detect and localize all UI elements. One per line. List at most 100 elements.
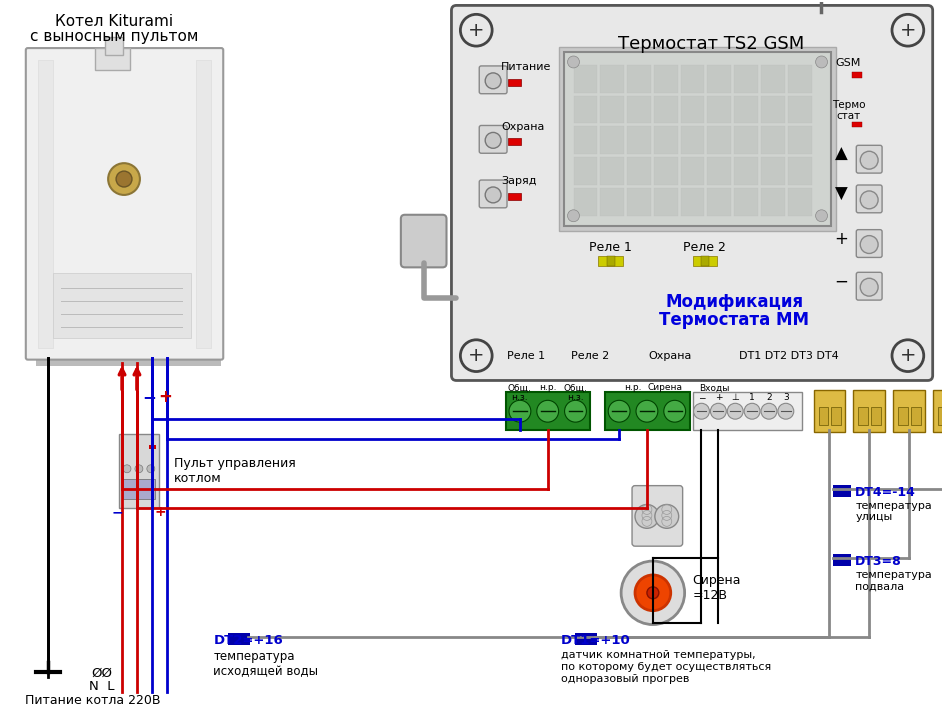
Bar — [735, 188, 758, 216]
Bar — [564, 52, 831, 226]
Circle shape — [778, 404, 793, 419]
Bar — [627, 188, 651, 216]
Circle shape — [135, 465, 143, 473]
Bar — [735, 96, 758, 123]
Bar — [573, 188, 597, 216]
Bar — [735, 65, 758, 93]
Bar — [693, 392, 802, 430]
Circle shape — [568, 56, 580, 68]
Text: DT3=8: DT3=8 — [855, 555, 902, 568]
Circle shape — [711, 404, 726, 419]
Text: температура
подвала: температура подвала — [855, 570, 932, 592]
Circle shape — [460, 340, 493, 371]
Text: Термо
стат: Термо стат — [831, 100, 865, 121]
Circle shape — [892, 14, 923, 46]
Text: DT2=+16: DT2=+16 — [214, 635, 283, 647]
Circle shape — [761, 404, 777, 419]
Bar — [893, 391, 924, 432]
Bar — [852, 72, 863, 78]
Bar — [819, 407, 828, 425]
Text: Модификация: Модификация — [665, 293, 803, 311]
Bar — [575, 633, 597, 645]
Bar — [898, 407, 908, 425]
Circle shape — [635, 505, 659, 528]
Bar — [38, 60, 52, 348]
Bar — [105, 37, 123, 55]
Bar — [627, 96, 651, 123]
Bar — [788, 126, 811, 154]
Text: −: − — [698, 394, 705, 402]
Text: ▲: ▲ — [835, 145, 847, 163]
Circle shape — [485, 133, 501, 148]
Circle shape — [568, 210, 580, 222]
Bar — [761, 188, 785, 216]
Bar — [654, 96, 678, 123]
Bar — [601, 96, 624, 123]
Bar — [833, 485, 851, 496]
Bar — [627, 126, 651, 154]
Circle shape — [608, 400, 630, 422]
Bar — [707, 188, 732, 216]
Bar — [735, 158, 758, 185]
Circle shape — [694, 404, 710, 419]
Text: +: + — [468, 21, 485, 40]
Bar — [508, 138, 521, 145]
Circle shape — [537, 400, 559, 422]
Bar — [761, 96, 785, 123]
Bar — [707, 126, 732, 154]
Text: Реле 1: Реле 1 — [507, 351, 545, 361]
Text: −: − — [111, 506, 122, 519]
Circle shape — [860, 278, 878, 296]
Circle shape — [485, 187, 501, 203]
Bar — [871, 407, 881, 425]
Text: +: + — [900, 21, 916, 40]
Circle shape — [727, 404, 743, 419]
Text: +: + — [900, 347, 916, 365]
Bar — [707, 158, 732, 185]
Text: +: + — [834, 230, 848, 247]
Text: +: + — [158, 389, 172, 406]
Bar — [123, 478, 155, 498]
Bar — [788, 188, 811, 216]
Bar — [852, 121, 863, 128]
FancyBboxPatch shape — [479, 66, 507, 93]
Text: DT1=+10: DT1=+10 — [561, 635, 630, 647]
Bar — [654, 158, 678, 185]
Bar — [601, 158, 624, 185]
Circle shape — [663, 400, 685, 422]
FancyBboxPatch shape — [479, 180, 507, 207]
Text: Термостат TS2 GSM: Термостат TS2 GSM — [619, 35, 805, 53]
Bar — [833, 554, 851, 566]
FancyBboxPatch shape — [26, 48, 223, 359]
Circle shape — [147, 465, 155, 473]
FancyBboxPatch shape — [856, 145, 882, 173]
Circle shape — [647, 587, 659, 599]
Bar — [598, 257, 623, 267]
Bar — [788, 96, 811, 123]
Bar — [693, 257, 717, 267]
Bar — [506, 392, 590, 430]
Text: Охрана: Охрана — [648, 351, 692, 361]
Circle shape — [635, 575, 671, 610]
Text: н.з.: н.з. — [568, 394, 584, 402]
Bar — [601, 188, 624, 216]
Circle shape — [485, 73, 501, 88]
Text: Питание котла 220В: Питание котла 220В — [25, 694, 160, 707]
Bar — [761, 158, 785, 185]
Bar — [573, 65, 597, 93]
Bar — [601, 126, 624, 154]
Text: 1: 1 — [749, 394, 755, 402]
Text: температура
улицы: температура улицы — [855, 501, 932, 522]
Bar — [788, 65, 811, 93]
Bar — [607, 257, 615, 267]
Circle shape — [655, 505, 679, 528]
Bar — [627, 158, 651, 185]
Bar — [627, 65, 651, 93]
Text: Сирена: Сирена — [647, 384, 682, 392]
Circle shape — [744, 404, 760, 419]
Bar — [761, 65, 785, 93]
Text: Термостата ММ: Термостата ММ — [660, 311, 809, 329]
Circle shape — [815, 210, 828, 222]
Bar — [196, 60, 212, 348]
Bar — [680, 65, 704, 93]
